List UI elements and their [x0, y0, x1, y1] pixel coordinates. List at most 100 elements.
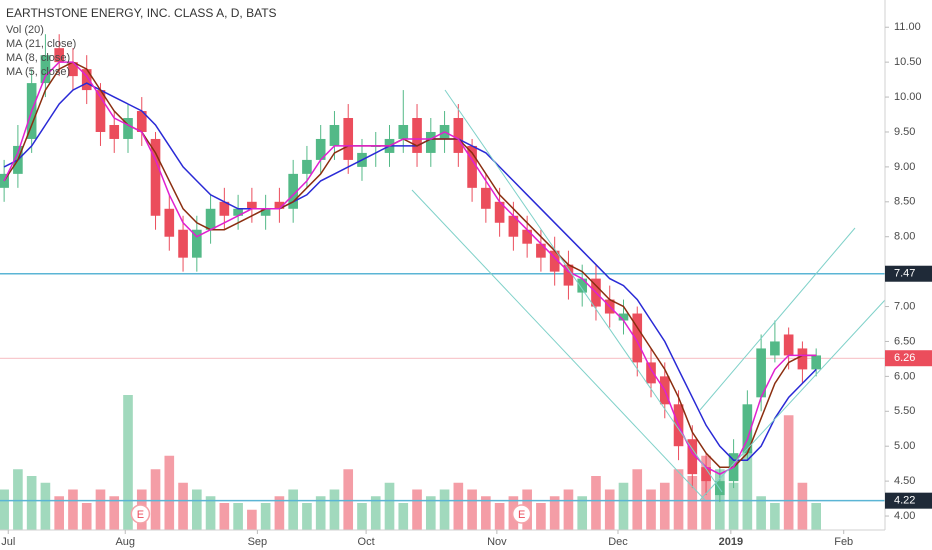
volume-bar: [398, 503, 409, 530]
volume-bar: [370, 496, 381, 530]
legend-entry: MA (8, close): [6, 52, 70, 64]
y-tick-label: 10.00: [894, 91, 922, 103]
trend-channels: [411, 89, 886, 501]
candle-body: [756, 348, 766, 398]
channel-line: [699, 227, 856, 411]
volume-bar: [0, 489, 9, 530]
candle-body: [54, 48, 65, 63]
price-tag: [885, 350, 932, 367]
candle-body: [247, 201, 257, 209]
candle-body: [219, 201, 230, 216]
volume-bar: [123, 395, 133, 530]
price-tag: [885, 265, 932, 282]
volume-bar: [563, 489, 574, 530]
volume-bar: [756, 496, 766, 530]
candle-body: [618, 313, 629, 321]
price-tag-label: 7.47: [894, 268, 915, 280]
candle-body: [701, 467, 711, 482]
candle-body: [150, 138, 161, 216]
candle-body: [109, 124, 120, 139]
volume-bar: [13, 469, 23, 530]
volume-bar: [288, 489, 298, 530]
channel-line: [699, 299, 886, 501]
x-tick-label: Dec: [608, 536, 628, 548]
volume-bar: [659, 482, 670, 530]
volume-bar: [536, 503, 546, 530]
volume-bar: [357, 503, 367, 530]
channel-line: [444, 89, 723, 493]
candle-body: [742, 404, 753, 454]
volume-bar: [315, 496, 326, 530]
volume-bar: [783, 415, 794, 530]
candle-body: [164, 208, 175, 237]
x-tick-label: Sep: [248, 536, 268, 548]
volume-bar: [109, 496, 120, 530]
candle-body: [646, 362, 656, 384]
candle-body: [398, 124, 409, 139]
volume-bar: [618, 482, 629, 530]
price-tag-label: 4.22: [894, 495, 915, 507]
volume-bar: [728, 482, 739, 530]
x-tick-label: Feb: [834, 536, 853, 548]
price-tag: [885, 492, 932, 509]
x-tick-label: Jul: [1, 536, 15, 548]
volume-bar: [192, 489, 202, 530]
candle-body: [783, 334, 794, 356]
candle-body: [425, 131, 436, 153]
y-tick-label: 8.00: [894, 231, 915, 243]
y-tick-label: 6.50: [894, 335, 915, 347]
event-label: E: [137, 509, 144, 521]
candle-body: [494, 201, 505, 223]
y-tick-label: 4.50: [894, 475, 915, 487]
volume-bar: [26, 476, 37, 530]
volume-bar: [646, 489, 656, 530]
candle-body: [481, 187, 491, 209]
candle-body: [136, 111, 147, 132]
volume-bar: [742, 449, 753, 530]
volume-bar: [260, 503, 271, 530]
y-tick-label: 10.50: [894, 56, 922, 68]
candle-body: [68, 62, 78, 77]
candle-body: [123, 118, 133, 139]
volume-bar: [54, 496, 65, 530]
candle-body: [549, 250, 560, 272]
volume-bar: [604, 489, 615, 530]
legend-entry: MA (5, close): [6, 66, 70, 78]
y-tick-label: 4.00: [894, 510, 915, 522]
volume-bar: [481, 496, 491, 530]
candle-body: [577, 278, 588, 293]
candle-body: [192, 229, 202, 258]
volume-bar: [453, 482, 464, 530]
x-tick-label: 2019: [719, 536, 743, 548]
candle-body: [274, 201, 285, 209]
candle-body: [797, 348, 808, 370]
candle-body: [315, 138, 326, 160]
y-tick-label: 11.00: [894, 21, 921, 33]
y-tick-label: 8.50: [894, 196, 915, 208]
candle-body: [687, 439, 698, 475]
volume-bar: [178, 482, 188, 530]
volume-bar: [274, 496, 285, 530]
candle-body: [95, 90, 106, 132]
volume-bar: [412, 489, 422, 530]
volume-bar: [494, 503, 505, 530]
volume-bar: [164, 455, 175, 530]
candle-body: [563, 264, 574, 286]
volume-bar: [673, 469, 684, 530]
volume-bar: [68, 489, 78, 530]
chart-title: EARTHSTONE ENERGY, INC. CLASS A, D, BATS: [6, 6, 277, 20]
volume-bar: [81, 503, 92, 530]
volume-bar: [439, 489, 450, 530]
volume-bar: [425, 496, 436, 530]
volume-bar: [577, 496, 588, 530]
candle-body: [467, 145, 477, 188]
volume-bar: [233, 503, 243, 530]
plot: [0, 34, 885, 530]
volume-bar: [150, 469, 161, 530]
candle-body: [522, 229, 532, 244]
volume-bar: [329, 489, 340, 530]
event-label: E: [518, 509, 525, 521]
y-tick-label: 7.00: [894, 300, 915, 312]
volume-bar: [467, 489, 477, 530]
